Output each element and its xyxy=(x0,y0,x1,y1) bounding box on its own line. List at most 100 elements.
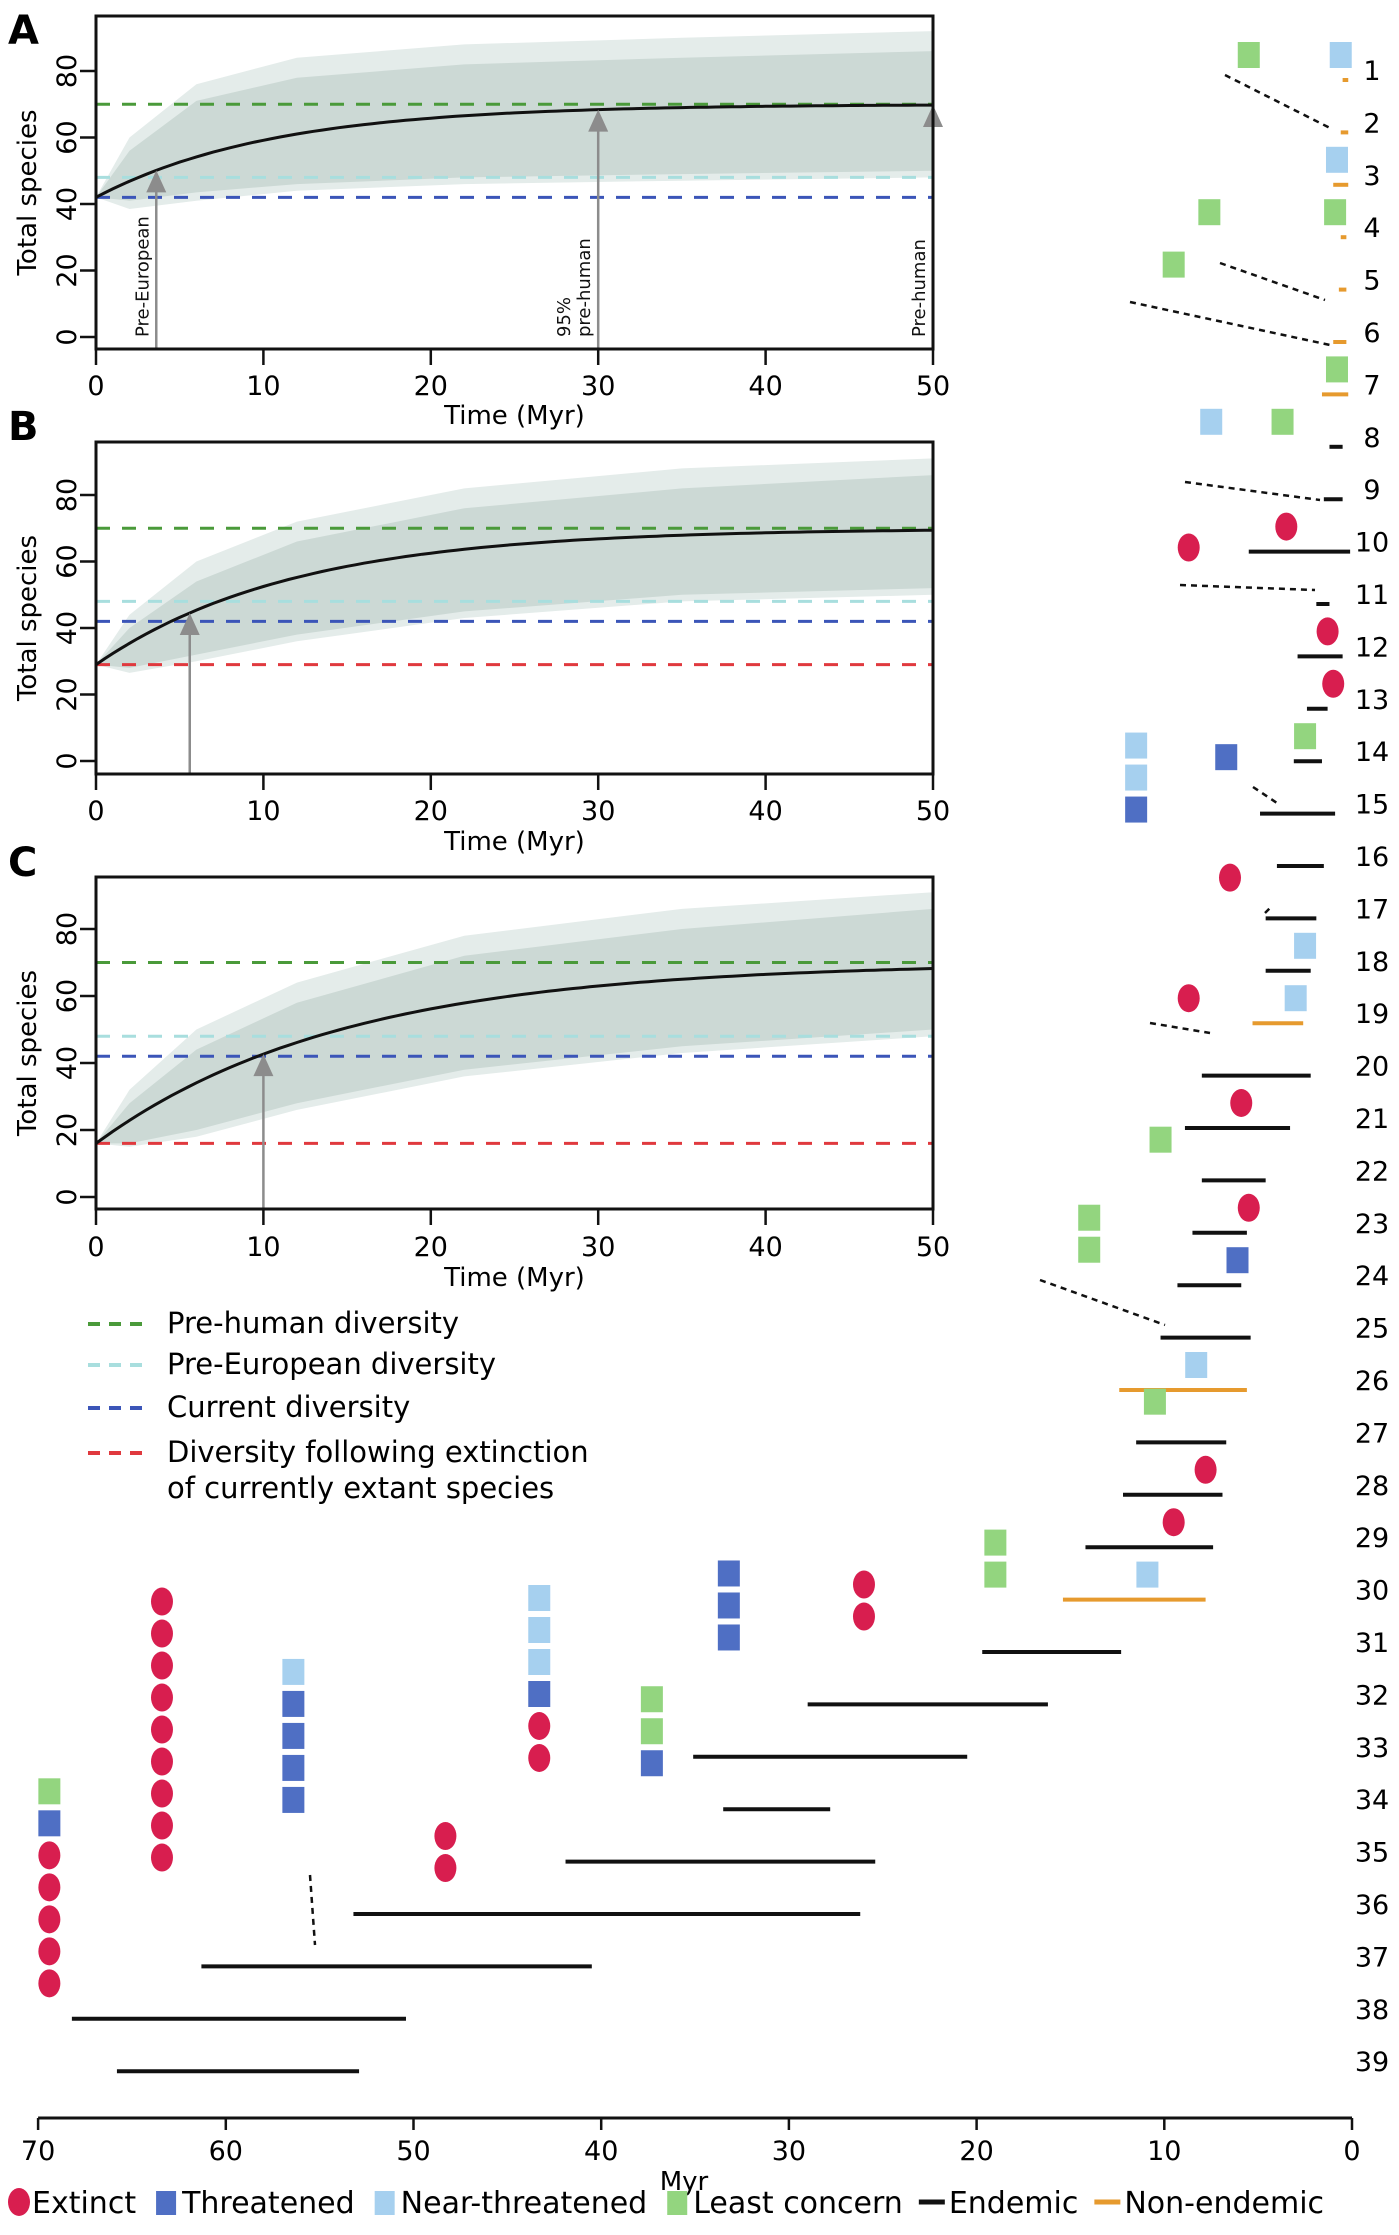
y-tick-label: 60 xyxy=(52,120,83,154)
panel-b: 0 20 40 60 80 0 10 20 30 40 50 Time (Myr) Total spec… xyxy=(8,404,950,857)
row-number: 6 xyxy=(1363,318,1380,349)
legend-extinct-icon xyxy=(8,2188,30,2216)
near-threatened-marker-icon xyxy=(1200,408,1223,435)
threatened-marker-icon xyxy=(1226,1247,1249,1274)
near-threatened-marker-icon xyxy=(1185,1352,1208,1378)
y-tick-label: 0 xyxy=(52,328,83,345)
extinct-marker-icon xyxy=(150,1843,173,1872)
least-concern-marker-icon xyxy=(1149,1126,1172,1153)
x-tick-label: 10 xyxy=(246,371,280,402)
threatened-marker-icon xyxy=(717,1592,740,1619)
y-tick-label: 80 xyxy=(52,54,83,88)
row-number: 20 xyxy=(1355,1052,1389,1083)
extinct-marker-icon xyxy=(150,1587,173,1616)
row-number: 8 xyxy=(1363,423,1380,454)
y-tick-label: 40 xyxy=(52,611,83,645)
legend-label: Diversity following extinction xyxy=(167,1435,589,1469)
least-concern-marker-icon xyxy=(984,1561,1007,1588)
near-threatened-marker-icon xyxy=(1284,985,1307,1012)
least-concern-marker-icon xyxy=(1271,408,1294,435)
x-tick-label: 30 xyxy=(581,371,615,402)
extinct-marker-icon xyxy=(1177,984,1200,1013)
illustration-leader-line xyxy=(1039,1278,1166,1327)
row-number: 9 xyxy=(1363,475,1380,506)
least-concern-marker-icon xyxy=(640,1686,663,1713)
row-number: 38 xyxy=(1355,1995,1389,2026)
x-tick-label: 10 xyxy=(246,1232,280,1263)
extinct-marker-icon xyxy=(852,1570,875,1599)
least-concern-marker-icon xyxy=(1198,199,1221,226)
legend-label-2: of currently extant species xyxy=(167,1471,554,1505)
row-number: 12 xyxy=(1355,632,1389,663)
x-tick-label: 40 xyxy=(748,371,782,402)
y-tick-label: 80 xyxy=(52,478,83,512)
y-tick-label: 40 xyxy=(52,187,83,221)
row-number: 30 xyxy=(1355,1576,1389,1607)
least-concern-marker-icon xyxy=(984,1529,1007,1556)
x-tick-label: 0 xyxy=(87,371,104,402)
x-tick-label: 40 xyxy=(748,796,782,827)
time-tick-label: 60 xyxy=(209,2136,243,2167)
extinct-marker-icon xyxy=(150,1747,173,1776)
threatened-marker-icon xyxy=(640,1750,663,1777)
threatened-marker-icon xyxy=(717,1624,740,1651)
x-axis-label: Time (Myr) xyxy=(443,827,585,857)
y-axis-label: Total species xyxy=(13,109,43,276)
extinct-marker-icon xyxy=(1316,617,1339,646)
y-tick-label: 20 xyxy=(52,1113,83,1147)
row-number: 3 xyxy=(1363,161,1380,192)
arrow-label: pre-human xyxy=(574,238,595,337)
near-threatened-marker-icon xyxy=(1125,764,1148,791)
row-number: 19 xyxy=(1355,999,1389,1030)
y-tick-label: 20 xyxy=(52,253,83,287)
row-number: 11 xyxy=(1355,580,1389,611)
row-number: 37 xyxy=(1355,1942,1389,1973)
extinct-marker-icon xyxy=(1177,533,1200,562)
row-number: 7 xyxy=(1363,370,1380,401)
near-threatened-marker-icon xyxy=(528,1585,551,1611)
extinct-marker-icon xyxy=(852,1602,875,1631)
arrow-head-icon xyxy=(588,109,609,132)
plot-frame xyxy=(94,875,935,1211)
extinct-marker-icon xyxy=(1162,1508,1185,1537)
arrow-label: 95% xyxy=(554,297,575,337)
extinct-marker-icon xyxy=(528,1712,551,1740)
row-number: 5 xyxy=(1363,266,1380,297)
panel-letter: B xyxy=(8,404,39,450)
arrow-head-icon xyxy=(253,1054,274,1077)
extinct-marker-icon xyxy=(150,1715,173,1744)
arrow-head-icon xyxy=(179,612,200,635)
row-number: 13 xyxy=(1355,685,1389,716)
least-concern-marker-icon xyxy=(1143,1388,1166,1415)
legend-threatened-icon xyxy=(156,2191,177,2215)
x-axis-label: Time (Myr) xyxy=(443,401,585,431)
row-number: 26 xyxy=(1355,1366,1389,1397)
extinct-marker-icon xyxy=(150,1651,173,1680)
row-number: 36 xyxy=(1355,1890,1389,1921)
threatened-marker-icon xyxy=(282,1722,305,1749)
extinct-marker-icon xyxy=(38,1969,61,1998)
x-tick-label: 20 xyxy=(414,1232,448,1263)
row-number: 31 xyxy=(1355,1628,1389,1659)
row-number: 2 xyxy=(1363,108,1380,139)
threatened-marker-icon xyxy=(282,1754,305,1781)
row-number: 28 xyxy=(1355,1471,1389,1502)
row-number: 27 xyxy=(1355,1418,1389,1449)
extinct-marker-icon xyxy=(150,1683,173,1712)
threatened-marker-icon xyxy=(282,1690,305,1717)
extinct-marker-icon xyxy=(1218,863,1241,892)
extinct-marker-icon xyxy=(38,1873,61,1902)
legend-threatened-label: Threatened xyxy=(181,2186,355,2221)
arrow-label: Pre-human xyxy=(909,239,930,337)
y-axis-label: Total species xyxy=(13,970,43,1137)
legend-label: Pre-European diversity xyxy=(167,1347,496,1381)
extinct-marker-icon xyxy=(528,1744,551,1772)
row-number: 4 xyxy=(1363,213,1380,244)
illustration-leader-line xyxy=(1129,300,1331,347)
least-concern-marker-icon xyxy=(1325,356,1348,383)
panel-a: Pre-European 95% pre-human Pre-human 0 20 40 60… xyxy=(8,8,950,431)
arrow-label: Pre-European xyxy=(132,216,153,337)
illustration-leader-line xyxy=(1224,73,1331,130)
y-tick-label: 0 xyxy=(52,1188,83,1205)
